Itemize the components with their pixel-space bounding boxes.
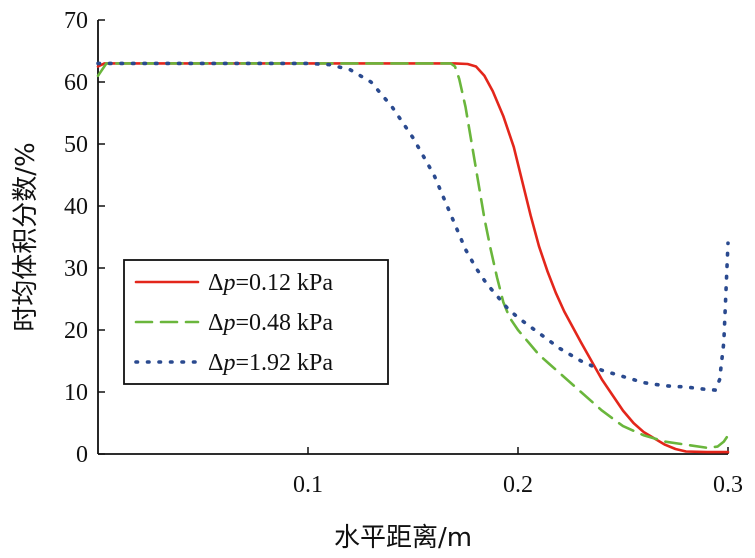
legend-label-3: Δp=1.92 kPa [208, 350, 333, 376]
x-tick-label: 0.1 [293, 472, 323, 498]
y-tick-label: 50 [64, 132, 88, 158]
series-line-3 [96, 61, 730, 392]
y-tick-label: 10 [64, 380, 88, 406]
series-line-2 [96, 62, 730, 450]
chart-series-layer [96, 61, 730, 454]
legend-label-1: Δp=0.12 kPa [208, 270, 333, 296]
chart-legend: Δp=0.12 kPa Δp=0.48 kPa Δp=1.92 kPa [123, 259, 389, 385]
y-tick-label: 60 [64, 70, 88, 96]
y-tick-label: 30 [64, 256, 88, 282]
legend-label-2: Δp=0.48 kPa [208, 310, 333, 336]
x-axis-title: 水平距离/m [334, 523, 472, 553]
x-tick-label: 0.2 [503, 472, 533, 498]
y-axis-title: 时均体积分数/% [11, 142, 41, 331]
y-tick-label: 20 [64, 318, 88, 344]
legend-box [123, 259, 389, 385]
chart-axes: 0 10 20 30 40 50 60 70 0.1 0.2 0.3 [64, 8, 743, 498]
y-tick-label: 40 [64, 194, 88, 220]
series-line-1 [96, 62, 730, 454]
y-tick-label: 0 [76, 442, 88, 468]
y-tick-label: 70 [64, 8, 88, 34]
x-tick-label: 0.3 [713, 472, 743, 498]
